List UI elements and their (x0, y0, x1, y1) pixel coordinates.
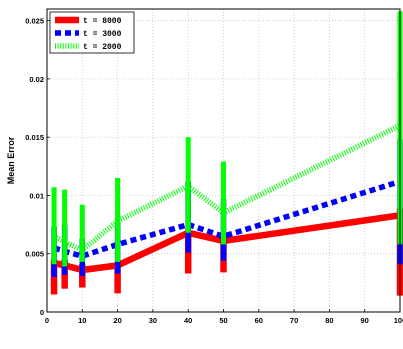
x-tick-label: 10 (78, 316, 86, 325)
y-tick-label: 0.015 (25, 133, 44, 142)
x-tick-label: 0 (45, 316, 49, 325)
y-tick-label: 0.005 (25, 250, 44, 259)
legend-entry-label: t = 2000 (83, 43, 122, 52)
x-tick-label: 40 (184, 316, 192, 325)
legend-entry-label: t = 3000 (83, 30, 122, 39)
y-tick-label: 0.025 (25, 17, 44, 26)
x-tick-label: 90 (361, 316, 369, 325)
series-line (53, 212, 401, 274)
y-tick-label: 0 (40, 308, 44, 317)
x-tick-label: 50 (219, 316, 227, 325)
x-tick-label: 20 (113, 316, 121, 325)
series-line (52, 123, 402, 253)
legend: t = 8000 t = 3000 t = 2000 (49, 11, 135, 54)
x-tick-label: 100 (394, 316, 403, 325)
y-tick-label: 0.01 (29, 191, 44, 200)
legend-entry-label: t = 8000 (83, 17, 122, 26)
x-tick-label: 30 (149, 316, 157, 325)
series-layer (50, 11, 403, 296)
y-tick-label: 0.02 (29, 75, 44, 84)
y-axis-label: Mean Error (6, 136, 16, 184)
x-tick-label: 80 (325, 316, 333, 325)
x-tick-label: 70 (290, 316, 298, 325)
series-line (53, 178, 401, 259)
x-tick-label: 60 (255, 316, 263, 325)
series-1 (50, 208, 403, 296)
tick-layer: 0 10 20 30 40 50 60 70 80 90 100 0 0.005 0.01 0.015 0.0… (25, 17, 403, 325)
